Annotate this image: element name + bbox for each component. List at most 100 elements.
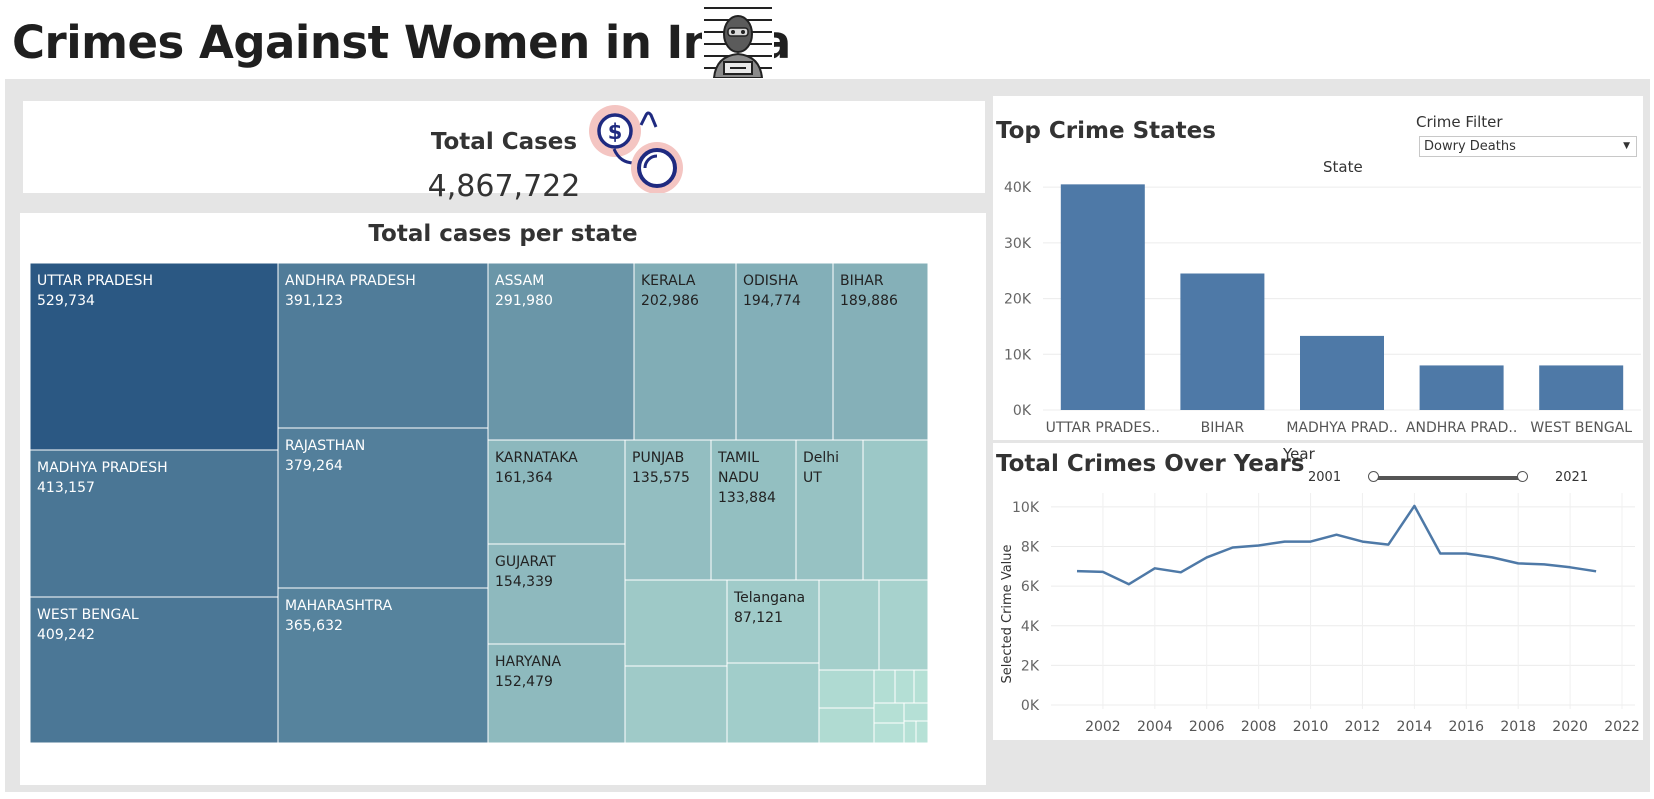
treemap-cell-karnataka[interactable]: KARNATAKA 161,364 bbox=[487, 439, 626, 545]
line-point-2005[interactable] bbox=[1178, 569, 1184, 575]
treemap-cell-punjab[interactable]: PUNJAB 135,575 bbox=[624, 439, 712, 581]
line-point-2011[interactable] bbox=[1334, 532, 1340, 538]
bar-4[interactable] bbox=[1419, 365, 1504, 410]
year-slider-min: 2001 bbox=[1308, 470, 1342, 485]
treemap-rect-delhi-ut[interactable] bbox=[795, 439, 864, 581]
treemap-label-gujarat: GUJARAT bbox=[495, 554, 556, 570]
line-series[interactable] bbox=[1076, 504, 1597, 586]
treemap-rect-haryana[interactable] bbox=[487, 643, 626, 744]
line-point-2007[interactable] bbox=[1230, 545, 1236, 551]
bar-3[interactable] bbox=[1300, 335, 1384, 410]
treemap-cell-bihar[interactable]: BIHAR 189,886 bbox=[832, 262, 929, 441]
treemap-rect-maharashtra[interactable] bbox=[277, 587, 489, 744]
treemap-cell-small-15[interactable] bbox=[903, 720, 917, 744]
treemap-cell-haryana[interactable]: HARYANA 152,479 bbox=[487, 643, 626, 744]
line-point-2006[interactable] bbox=[1204, 554, 1210, 560]
line-point-2021[interactable] bbox=[1593, 568, 1599, 574]
year-slider-track[interactable] bbox=[1375, 476, 1523, 480]
treemap-rect-madhya-pradesh[interactable] bbox=[29, 449, 279, 598]
year-slider-max: 2021 bbox=[1555, 470, 1589, 485]
line-point-2009[interactable] bbox=[1282, 539, 1288, 545]
line-point-2020[interactable] bbox=[1567, 564, 1573, 570]
treemap-cell-small-1[interactable] bbox=[862, 439, 929, 581]
line-xtick-label-9: 2020 bbox=[1552, 719, 1588, 735]
line-point-2018[interactable] bbox=[1515, 560, 1521, 566]
line-point-2015[interactable] bbox=[1437, 550, 1443, 556]
line-point-2013[interactable] bbox=[1385, 542, 1391, 548]
treemap-cell-gujarat[interactable]: GUJARAT 154,339 bbox=[487, 543, 626, 645]
treemap-cell-small-12[interactable] bbox=[873, 702, 905, 724]
treemap-label-rajasthan: RAJASTHAN bbox=[285, 438, 365, 454]
treemap-rect-assam[interactable] bbox=[487, 262, 635, 441]
treemap-value-telangana: 87,121 bbox=[734, 610, 783, 626]
year-slider-handle-max[interactable] bbox=[1517, 471, 1528, 482]
line-point-2002[interactable] bbox=[1100, 569, 1106, 575]
treemap-cell-telangana[interactable]: Telangana 87,121 bbox=[726, 579, 820, 664]
treemap-cell-small-7[interactable] bbox=[818, 669, 875, 709]
treemap-label-delhi-ut: Delhi bbox=[803, 450, 839, 466]
treemap-rect-odisha[interactable] bbox=[735, 262, 834, 441]
treemap-cell-delhi-ut[interactable]: Delhi UT bbox=[795, 439, 864, 581]
top-states-bar-chart: 0K 10K 20K 30K 40K UTTAR PRADES.. BIHAR MADHYA … bbox=[1004, 180, 1641, 436]
treemap-cell-small-5[interactable] bbox=[818, 579, 880, 671]
treemap-cell-small-10[interactable] bbox=[894, 669, 915, 704]
treemap-cell-tamil-nadu[interactable]: TAMIL NADU 133,884 bbox=[710, 439, 797, 581]
treemap-cell-kerala[interactable]: KERALA 202,986 bbox=[633, 262, 737, 441]
bar-5[interactable] bbox=[1539, 365, 1624, 410]
treemap-rect-kerala[interactable] bbox=[633, 262, 737, 441]
treemap-cell-small-3[interactable] bbox=[624, 665, 728, 744]
treemap-cell-small-14[interactable] bbox=[903, 702, 929, 722]
line-point-2008[interactable] bbox=[1256, 543, 1262, 549]
treemap-rect-punjab[interactable] bbox=[624, 439, 712, 581]
treemap-rect-uttar-pradesh[interactable] bbox=[29, 262, 279, 451]
bar-xtick-label-5: WEST BENGAL bbox=[1530, 420, 1632, 436]
treemap-cell-maharashtra[interactable]: MAHARASHTRA 365,632 bbox=[277, 587, 489, 744]
years-panel: Total Crimes Over Years Year 2001 2021 0… bbox=[993, 443, 1643, 740]
treemap-value-andhra-pradesh: 391,123 bbox=[285, 293, 343, 309]
years-line-chart: 0K 2K 4K 6K 8K 10K 2002 2004 2006 2008 2010 2012 201… bbox=[1000, 493, 1640, 735]
treemap-label-karnataka: KARNATAKA bbox=[495, 450, 578, 466]
page-title: Crimes Against Women in India bbox=[12, 16, 791, 69]
treemap-value-assam: 291,980 bbox=[495, 293, 553, 309]
treemap-label-telangana: Telangana bbox=[733, 590, 805, 606]
treemap-rect-telangana[interactable] bbox=[726, 579, 820, 664]
line-point-2012[interactable] bbox=[1359, 539, 1365, 545]
line-point-2003[interactable] bbox=[1126, 581, 1132, 587]
line-point-2017[interactable] bbox=[1489, 554, 1495, 560]
kpi-value: 4,867,722 bbox=[427, 169, 581, 204]
treemap-label-andhra-pradesh: ANDHRA PRADESH bbox=[285, 273, 416, 289]
treemap-rect-andhra-pradesh[interactable] bbox=[277, 262, 489, 429]
treemap-cell-assam[interactable]: ASSAM 291,980 bbox=[487, 262, 635, 441]
treemap-cell-madhya-pradesh[interactable]: MADHYA PRADESH 413,157 bbox=[29, 449, 279, 598]
line-point-2001[interactable] bbox=[1074, 568, 1080, 574]
line-point-2010[interactable] bbox=[1308, 539, 1314, 545]
bar-1[interactable] bbox=[1060, 184, 1145, 410]
treemap-cell-small-16[interactable] bbox=[915, 720, 929, 744]
year-slider-handle-min[interactable] bbox=[1368, 471, 1379, 482]
bar-ytick-label-3: 30K bbox=[1004, 236, 1032, 252]
treemap-cell-small-11[interactable] bbox=[913, 669, 929, 704]
line-point-2004[interactable] bbox=[1152, 565, 1158, 571]
treemap-rect-karnataka[interactable] bbox=[487, 439, 626, 545]
treemap-cell-odisha[interactable]: ODISHA 194,774 bbox=[735, 262, 834, 441]
treemap-cell-rajasthan[interactable]: RAJASTHAN 379,264 bbox=[277, 427, 489, 589]
line-point-2019[interactable] bbox=[1541, 561, 1547, 567]
treemap-rect-tamil-nadu[interactable] bbox=[710, 439, 797, 581]
treemap-rect-west-bengal[interactable] bbox=[29, 596, 279, 744]
treemap-cell-small-2[interactable] bbox=[624, 579, 728, 667]
treemap-rect-rajasthan[interactable] bbox=[277, 427, 489, 589]
treemap-rect-bihar[interactable] bbox=[832, 262, 929, 441]
line-point-2016[interactable] bbox=[1463, 550, 1469, 556]
treemap-cell-west-bengal[interactable]: WEST BENGAL 409,242 bbox=[29, 596, 279, 744]
treemap-cell-small-8[interactable] bbox=[818, 707, 875, 744]
line-xtick-label-8: 2018 bbox=[1500, 719, 1536, 735]
bar-2[interactable] bbox=[1180, 273, 1265, 411]
treemap-cell-small-13[interactable] bbox=[873, 722, 905, 744]
treemap-cell-andhra-pradesh[interactable]: ANDHRA PRADESH 391,123 bbox=[277, 262, 489, 429]
line-point-2014[interactable] bbox=[1411, 503, 1417, 509]
crime-filter-dropdown[interactable]: Dowry Deaths ▼ bbox=[1419, 136, 1637, 157]
treemap-cell-small-9[interactable] bbox=[873, 669, 896, 704]
treemap-cell-small-6[interactable] bbox=[878, 579, 929, 671]
treemap-cell-small-4[interactable] bbox=[726, 662, 820, 744]
treemap-cell-uttar-pradesh[interactable]: UTTAR PRADESH 529,734 bbox=[29, 262, 279, 451]
